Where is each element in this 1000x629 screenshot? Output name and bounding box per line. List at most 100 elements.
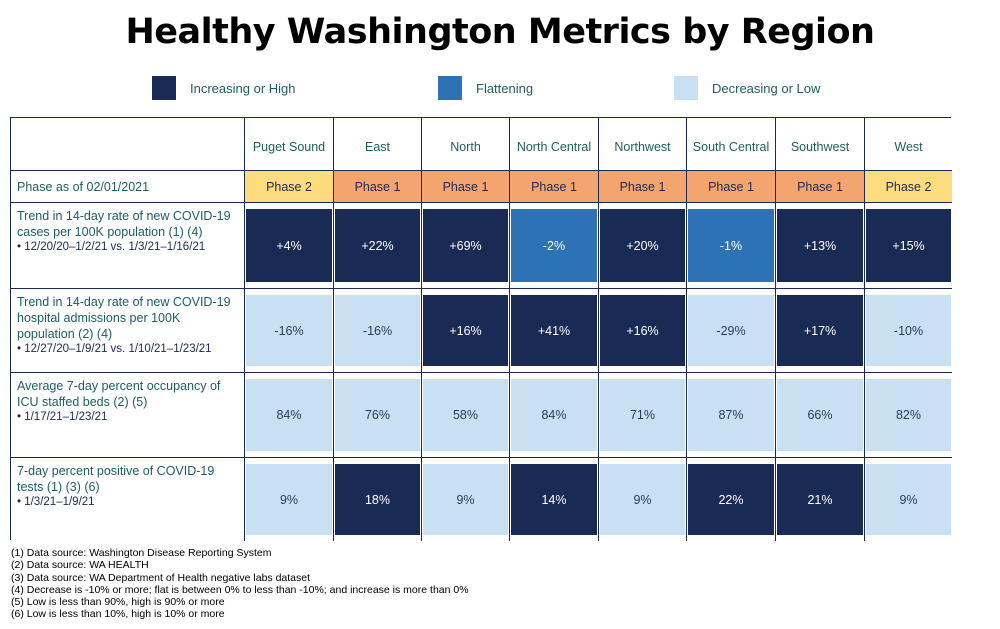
metric-cell: +13% [776, 203, 865, 289]
metric-cell: 66% [776, 373, 865, 458]
legend-label: Decreasing or Low [712, 81, 821, 96]
column-header: Southwest [776, 118, 865, 171]
metric-fill: -29% [688, 295, 774, 366]
metric-cell: +20% [599, 203, 687, 289]
metric-value: 9% [899, 492, 918, 507]
metric-fill: 66% [777, 379, 863, 451]
metric-cell: -16% [245, 289, 334, 373]
metric-value: 71% [629, 408, 656, 422]
metric-fill: 82% [866, 379, 951, 451]
metric-cell: 76% [334, 373, 422, 458]
metric-cell: +4% [245, 203, 334, 289]
metric-cell: 87% [687, 373, 776, 458]
metric-cell: 9% [865, 458, 952, 541]
metric-value: +15% [892, 238, 925, 253]
row-label: 7-day percent positive of COVID-19 tests… [11, 458, 245, 541]
metric-value: 22% [718, 492, 744, 507]
metric-fill: 9% [600, 464, 685, 535]
metric-fill: +20% [600, 209, 685, 282]
row-label: Phase as of 02/01/2021 [11, 171, 245, 203]
row-label-text: Trend in 14-day rate of new COVID-19 hos… [17, 295, 231, 341]
phase-cell: Phase 1 [776, 171, 865, 203]
column-header: East [334, 118, 422, 171]
footnotes: (1) Data source: Washington Disease Repo… [11, 547, 469, 621]
metric-cell: +41% [510, 289, 599, 373]
metric-fill: +69% [423, 209, 508, 282]
row-label-text: Phase as of 02/01/2021 [17, 179, 150, 194]
metric-cell: -1% [687, 203, 776, 289]
footnote: (3) Data source: WA Department of Health… [11, 571, 311, 584]
metric-fill: -16% [246, 295, 332, 366]
metric-cell: 22% [687, 458, 776, 541]
metric-cell: 58% [422, 373, 510, 458]
phase-cell: Phase 1 [687, 171, 776, 203]
metric-value: 84% [276, 408, 302, 422]
metric-fill: 9% [866, 464, 951, 535]
metric-fill: -10% [866, 295, 951, 366]
metric-fill: 21% [777, 464, 863, 535]
metric-fill: 14% [511, 464, 597, 535]
legend-swatch [438, 76, 462, 100]
phase-cell: Phase 1 [334, 171, 422, 203]
phase-cell: Phase 1 [510, 171, 599, 203]
metric-value: -10% [893, 323, 924, 338]
metric-fill: 9% [423, 464, 508, 535]
column-header: Puget Sound [245, 118, 334, 171]
metric-fill: +13% [777, 209, 863, 282]
metric-cell: +22% [334, 203, 422, 289]
metric-cell: +69% [422, 203, 510, 289]
metric-fill: -2% [511, 209, 597, 282]
metric-fill: +22% [335, 209, 420, 282]
phase-cell: Phase 1 [599, 171, 687, 203]
footnote: (1) Data source: Washington Disease Repo… [11, 547, 272, 559]
metric-fill: 84% [246, 379, 332, 451]
legend: Increasing or High Flattening Decreasing… [0, 73, 1000, 103]
footnote: (6) Low is less than 10%, high is 10% or… [11, 608, 225, 621]
legend-label: Increasing or High [190, 81, 296, 96]
metric-cell: 84% [510, 373, 599, 458]
metric-fill: 22% [688, 464, 774, 535]
metric-value: +20% [626, 238, 659, 253]
metric-value: -29% [716, 323, 746, 338]
metric-cell: 84% [245, 373, 334, 458]
metric-value: -16% [274, 323, 304, 338]
column-header: West [865, 118, 952, 171]
page-title: Healthy Washington Metrics by Region [125, 12, 875, 52]
table-corner [11, 118, 245, 171]
metric-fill: +4% [246, 209, 332, 282]
metric-value: +41% [537, 323, 571, 338]
metric-cell: 9% [422, 458, 510, 541]
metric-cell: -10% [865, 289, 952, 373]
footnote: (2) Data source: WA HEALTH [11, 559, 149, 572]
metric-fill: 71% [600, 379, 685, 451]
metric-fill: 76% [335, 379, 420, 451]
metric-value: -1% [719, 238, 743, 253]
legend-swatch [152, 76, 176, 100]
metric-cell: +16% [599, 289, 687, 373]
metric-fill: +15% [866, 209, 951, 282]
metric-value: 58% [452, 408, 479, 422]
metric-fill: +16% [600, 295, 685, 366]
column-header: Northwest [599, 118, 687, 171]
metric-value: 18% [364, 492, 391, 507]
row-date-range: • 12/27/20–1/9/21 vs. 1/10/21–1/23/21 [17, 343, 212, 355]
metric-cell: 9% [245, 458, 334, 541]
metric-cell: +17% [776, 289, 865, 373]
metric-cell: 21% [776, 458, 865, 541]
metric-value: 66% [807, 408, 833, 422]
metric-value: -16% [362, 323, 393, 338]
row-label-text: Trend in 14-day rate of new COVID-19 cas… [17, 209, 231, 239]
metric-value: 9% [279, 492, 299, 507]
row-label: Trend in 14-day rate of new COVID-19 hos… [11, 289, 245, 373]
metric-fill: -16% [335, 295, 420, 366]
metric-fill: 58% [423, 379, 508, 451]
metric-cell: 71% [599, 373, 687, 458]
metric-value: 82% [895, 408, 922, 422]
row-date-range: • 1/17/21–1/23/21 [17, 411, 108, 423]
metric-fill: 18% [335, 464, 420, 535]
legend-label: Flattening [476, 81, 534, 96]
metric-fill: 84% [511, 379, 597, 451]
metric-value: +69% [449, 238, 482, 253]
row-label-text: Average 7-day percent occupancy of ICU s… [17, 379, 221, 409]
metric-cell: 14% [510, 458, 599, 541]
